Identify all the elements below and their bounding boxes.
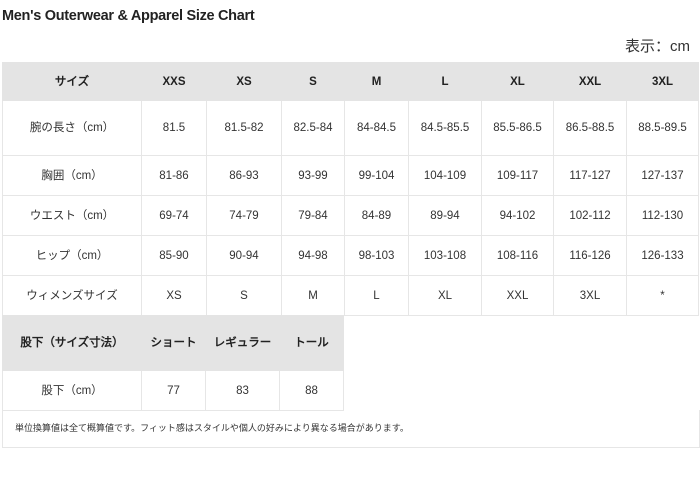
table-cell: 109-117 <box>481 155 554 196</box>
table-row: 股下（cm） 77 83 88 <box>2 370 344 411</box>
table-cell: 3XL <box>626 62 699 101</box>
table-cell: 84.5-85.5 <box>408 100 482 156</box>
table-row: 腕の長さ（cm） 81.5 81.5-82 82.5-84 84-84.5 84.5-85… <box>2 100 699 156</box>
table-cell: 81-86 <box>141 155 207 196</box>
table-cell: S <box>281 62 345 101</box>
table-cell: 81.5 <box>141 100 207 156</box>
table-cell: 93-99 <box>281 155 345 196</box>
table-cell: XS <box>206 62 282 101</box>
row-label: ウィメンズサイズ <box>2 275 142 316</box>
table-cell: 81.5-82 <box>206 100 282 156</box>
table-cell: 69-74 <box>141 195 207 236</box>
table-cell: S <box>206 275 282 316</box>
table-cell: 127-137 <box>626 155 699 196</box>
table-cell: XS <box>141 275 207 316</box>
table-row: 胸囲（cm） 81-86 86-93 93-99 99-104 104-109 109-11… <box>2 155 699 196</box>
table-cell: トール <box>279 315 344 371</box>
row-label: 股下（cm） <box>2 370 142 411</box>
table-cell: 99-104 <box>344 155 409 196</box>
unit-label: 表示：cm <box>625 38 690 55</box>
table-cell: XL <box>408 275 482 316</box>
table-cell: 94-98 <box>281 235 345 276</box>
table-cell: 3XL <box>553 275 627 316</box>
table-cell: XXL <box>553 62 627 101</box>
row-label: 腕の長さ（cm） <box>2 100 142 156</box>
table-cell: M <box>281 275 345 316</box>
row-label: サイズ <box>2 62 142 101</box>
table-cell: 88.5-89.5 <box>626 100 699 156</box>
table-cell: 126-133 <box>626 235 699 276</box>
table-cell: 103-108 <box>408 235 482 276</box>
table-cell: 74-79 <box>206 195 282 236</box>
table-cell: M <box>344 62 409 101</box>
table-cell: 84-89 <box>344 195 409 236</box>
table-cell: 116-126 <box>553 235 627 276</box>
row-label: 股下（サイズ寸法） <box>2 315 142 371</box>
table-cell: 94-102 <box>481 195 554 236</box>
table-cell: 102-112 <box>553 195 627 236</box>
table-cell: レギュラー <box>205 315 280 371</box>
table-cell: 112-130 <box>626 195 699 236</box>
table-cell: * <box>626 275 699 316</box>
table-cell: L <box>408 62 482 101</box>
table-cell: 90-94 <box>206 235 282 276</box>
table-cell: XL <box>481 62 554 101</box>
table-cell: XXL <box>481 275 554 316</box>
table-cell: 77 <box>141 370 206 411</box>
table-cell: 82.5-84 <box>281 100 345 156</box>
table-cell: 79-84 <box>281 195 345 236</box>
table-cell: 84-84.5 <box>344 100 409 156</box>
row-label: 胸囲（cm） <box>2 155 142 196</box>
table-row: ウィメンズサイズ XS S M L XL XXL 3XL * <box>2 275 699 316</box>
page-title: Men's Outerwear & Apparel Size Chart <box>2 8 255 24</box>
table-cell: 104-109 <box>408 155 482 196</box>
row-label: ヒップ（cm） <box>2 235 142 276</box>
table-cell: 117-127 <box>553 155 627 196</box>
header-row: サイズ XXS XS S M L XL XXL 3XL <box>2 62 699 101</box>
table-cell: 108-116 <box>481 235 554 276</box>
row-label: ウエスト（cm） <box>2 195 142 236</box>
table-cell: 86.5-88.5 <box>553 100 627 156</box>
table-cell: 83 <box>205 370 280 411</box>
header-row: 股下（サイズ寸法） ショート レギュラー トール <box>2 315 344 371</box>
table-row: ウエスト（cm） 69-74 74-79 79-84 84-89 89-94 94-102 1… <box>2 195 699 236</box>
table-cell: 89-94 <box>408 195 482 236</box>
inseam-table: 股下（サイズ寸法） ショート レギュラー トール 股下（cm） 77 83 88 <box>2 315 344 411</box>
table-cell: 88 <box>279 370 344 411</box>
table-row: ヒップ（cm） 85-90 90-94 94-98 98-103 103-108 108-1… <box>2 235 699 276</box>
table-cell: ショート <box>141 315 206 371</box>
table-cell: XXS <box>141 62 207 101</box>
table-cell: 98-103 <box>344 235 409 276</box>
size-chart-table: サイズ XXS XS S M L XL XXL 3XL 腕の長さ（cm） 81.5 81.5-82 82… <box>2 62 699 316</box>
table-cell: L <box>344 275 409 316</box>
table-cell: 86-93 <box>206 155 282 196</box>
table-cell: 85.5-86.5 <box>481 100 554 156</box>
table-cell: 85-90 <box>141 235 207 276</box>
disclaimer-note: 単位換算値は全て概算値です。フィット感はスタイルや個人の好みにより異なる場合があ… <box>2 410 700 448</box>
